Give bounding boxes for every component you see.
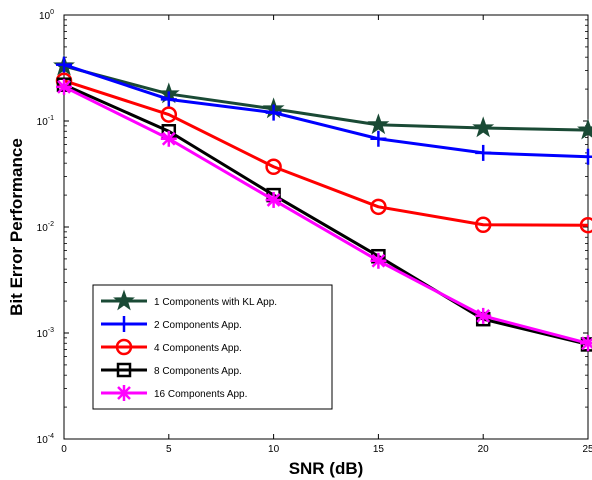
legend-marker (116, 362, 132, 378)
legend-item: 2 Components App. (101, 316, 242, 332)
data-point (472, 116, 495, 138)
legend-label: 4 Components App. (154, 343, 242, 354)
series-line (63, 63, 589, 159)
series-line (63, 85, 589, 345)
data-point (370, 252, 387, 269)
legend-label: 16 Components App. (154, 389, 247, 400)
legend-item: 8 Components App. (101, 362, 242, 378)
x-tick-label: 0 (61, 444, 67, 455)
data-point (370, 198, 387, 216)
legend: 1 Components with KL App. 2 Components Ap… (92, 284, 333, 410)
y-tick-label: 10-1 (37, 115, 54, 128)
data-point (160, 91, 177, 108)
legend-item: 16 Components App. (101, 385, 247, 401)
data-point (265, 191, 282, 208)
data-point (475, 144, 492, 161)
y-axis-title: Bit Error Performance (7, 138, 26, 316)
series-line (63, 64, 589, 132)
legend-marker (116, 385, 132, 401)
series-layer (53, 54, 592, 352)
series-2 (56, 56, 592, 165)
legend-marker (115, 338, 133, 356)
data-point (265, 158, 282, 176)
data-point (56, 56, 72, 73)
data-point (580, 148, 592, 165)
data-point (265, 104, 282, 121)
legend-marker (116, 316, 132, 332)
legend-box (92, 284, 333, 410)
data-point (370, 130, 387, 147)
x-tick-label: 25 (582, 444, 592, 455)
series-line (63, 79, 589, 227)
legend-label: 1 Components with KL App. (154, 297, 277, 308)
legend-item: 4 Components App. (101, 338, 242, 356)
data-point (56, 78, 72, 95)
x-axis-title: SNR (dB) (289, 459, 364, 478)
x-tick-label: 15 (373, 444, 385, 455)
series-3 (55, 72, 592, 234)
legend-label: 2 Components App. (154, 320, 242, 331)
y-tick-label: 10-4 (37, 433, 54, 446)
y-tick-label: 10-3 (37, 327, 54, 340)
data-point (160, 130, 177, 147)
series-line (63, 83, 589, 346)
x-tick-label: 5 (166, 444, 172, 455)
x-tick-label: 20 (478, 444, 490, 455)
data-point (577, 118, 592, 140)
data-point (367, 113, 390, 135)
y-tick-label: 10-2 (37, 221, 54, 234)
data-point (580, 335, 592, 352)
legend-label: 8 Components App. (154, 366, 242, 377)
series-5 (56, 78, 592, 352)
data-point (474, 216, 492, 234)
data-point (160, 106, 178, 123)
data-point (475, 307, 492, 324)
x-tick-label: 10 (268, 444, 280, 455)
data-point (579, 216, 592, 234)
y-tick-label: 100 (39, 9, 54, 22)
legend-marker (113, 289, 135, 311)
legend-item: 1 Components with KL App. (101, 289, 277, 311)
